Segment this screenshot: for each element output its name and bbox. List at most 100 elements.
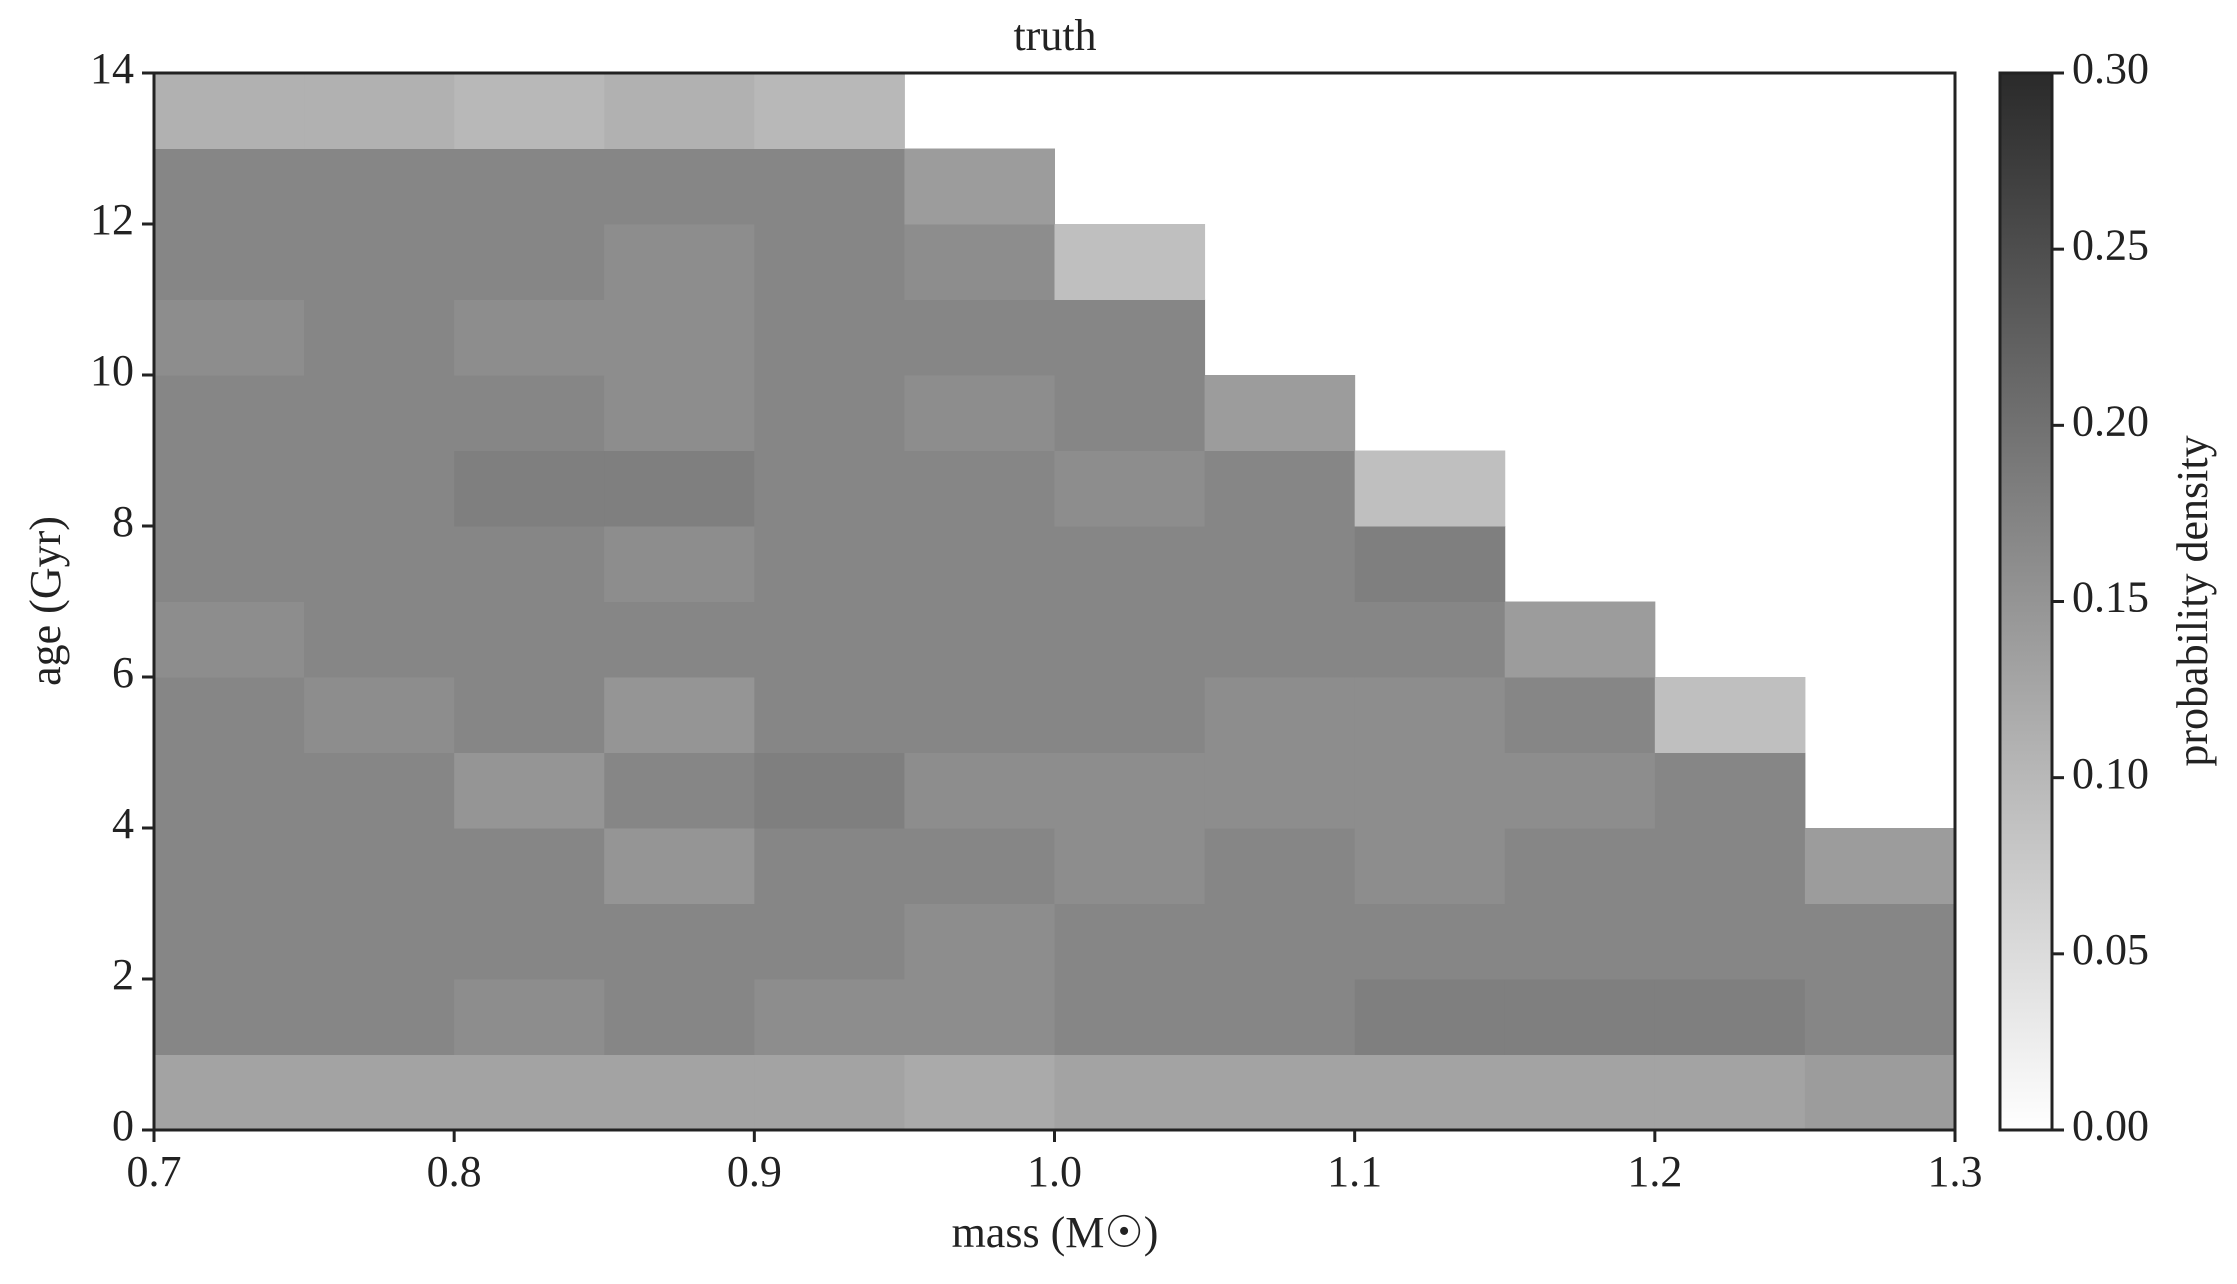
heatmap-cell	[154, 752, 305, 829]
heatmap-cell	[754, 375, 905, 451]
heatmap-cell	[304, 299, 455, 376]
heatmap-cell	[754, 601, 905, 678]
colorbar	[1998, 71, 2054, 1132]
y-tick-label: 12	[90, 195, 134, 244]
heatmap-cell	[1804, 828, 1956, 904]
heatmap-cell	[454, 752, 605, 829]
y-tick-label: 8	[112, 497, 134, 546]
heatmap-cell	[904, 677, 1055, 753]
heatmap-cell	[904, 526, 1055, 602]
heatmap-cell	[1204, 677, 1356, 753]
heatmap-cell	[154, 677, 305, 753]
heatmap-cell	[904, 148, 1055, 225]
heatmap-cell	[604, 224, 755, 300]
heatmap-cell	[1804, 1054, 1956, 1131]
heatmap-cell	[604, 450, 755, 527]
y-axis-label: age (Gyr)	[21, 516, 70, 686]
heatmap-cell	[754, 224, 905, 300]
heatmap-cell	[754, 73, 905, 149]
heatmap-cell	[604, 73, 755, 149]
heatmap-cell	[454, 979, 605, 1055]
heatmap-cell	[754, 752, 905, 829]
heatmap-cell	[304, 903, 455, 980]
heatmap-cell	[1354, 979, 1506, 1055]
heatmap-cell	[454, 450, 605, 527]
colorbar-tick-label: 0.30	[2072, 44, 2149, 93]
heatmap-cell	[1054, 526, 1206, 602]
heatmap-cell	[754, 828, 905, 904]
heatmap-cell	[304, 752, 455, 829]
heatmap-cell	[604, 828, 755, 904]
heatmap-cell	[1354, 601, 1506, 678]
heatmap-cell	[454, 828, 605, 904]
heatmap-cell	[904, 752, 1055, 829]
heatmap-cell	[1654, 903, 1806, 980]
heatmap-cell	[1204, 979, 1356, 1055]
heatmap-cell	[1504, 677, 1656, 753]
heatmap-cell	[604, 526, 755, 602]
heatmap-cell	[154, 979, 305, 1055]
colorbar-tick-label: 0.00	[2072, 1101, 2149, 1150]
chart-title: truth	[1013, 11, 1096, 60]
heatmap-cell	[454, 526, 605, 602]
colorbar-tick-label: 0.20	[2072, 396, 2149, 445]
heatmap-cell	[304, 375, 455, 451]
heatmap-cell	[754, 677, 905, 753]
x-tick-label: 1.3	[1928, 1147, 1983, 1196]
heatmap-cell	[754, 148, 905, 225]
heatmap-cell	[1804, 979, 1956, 1055]
heatmap-cell	[1504, 979, 1656, 1055]
y-tick-label: 14	[90, 44, 134, 93]
heatmap-cell	[1804, 903, 1956, 980]
heatmap-cell	[154, 375, 305, 451]
x-tick-label: 1.0	[1027, 1147, 1082, 1196]
heatmap-cell	[604, 677, 755, 753]
heatmap-cell	[1204, 752, 1356, 829]
heatmap-cell	[1354, 1054, 1506, 1131]
heatmap-cell	[1054, 903, 1206, 980]
heatmap-cell	[1054, 450, 1206, 527]
heatmap-cell	[454, 148, 605, 225]
heatmap-cell	[454, 224, 605, 300]
heatmap-cell	[454, 375, 605, 451]
heatmap-cell	[604, 299, 755, 376]
heatmap-cell	[304, 148, 455, 225]
heatmap-cell	[154, 299, 305, 376]
heatmap-cell	[154, 148, 305, 225]
heatmap-cell	[154, 903, 305, 980]
heatmap-cell	[454, 299, 605, 376]
heatmap-cell	[1054, 601, 1206, 678]
heatmap-cell	[604, 601, 755, 678]
heatmap-cell	[604, 752, 755, 829]
heatmap-cell	[1054, 752, 1206, 829]
heatmap-cell	[754, 299, 905, 376]
y-tick-label: 6	[112, 648, 134, 697]
heatmap-cell	[904, 828, 1055, 904]
x-tick-label: 0.9	[727, 1147, 782, 1196]
heatmap-cell	[904, 601, 1055, 678]
heatmap-cell	[304, 450, 455, 527]
heatmap-cell	[304, 224, 455, 300]
heatmap-cell	[1354, 526, 1506, 602]
x-axis-label: mass (M☉)	[952, 1208, 1159, 1257]
colorbar-label: probability density	[2168, 435, 2217, 766]
heatmap-cell	[1204, 375, 1356, 451]
heatmap-cell	[304, 677, 455, 753]
heatmap-cell	[1054, 375, 1206, 451]
heatmap-cell	[454, 1054, 605, 1131]
heatmap-cell	[754, 526, 905, 602]
heatmap-cell	[454, 677, 605, 753]
y-tick-label: 0	[112, 1101, 134, 1150]
heatmap-cell	[304, 601, 455, 678]
heatmap-cell	[904, 375, 1055, 451]
x-tick-label: 0.8	[427, 1147, 482, 1196]
colorbar-tick-label: 0.15	[2072, 573, 2149, 622]
heatmap-cell	[1504, 903, 1656, 980]
heatmap-cell	[1204, 903, 1356, 980]
heatmap-cell	[454, 601, 605, 678]
heatmap-cell	[1054, 828, 1206, 904]
heatmap-cell	[1354, 450, 1506, 527]
colorbar-tick-label: 0.25	[2072, 220, 2149, 269]
heatmap-cell	[1204, 1054, 1356, 1131]
